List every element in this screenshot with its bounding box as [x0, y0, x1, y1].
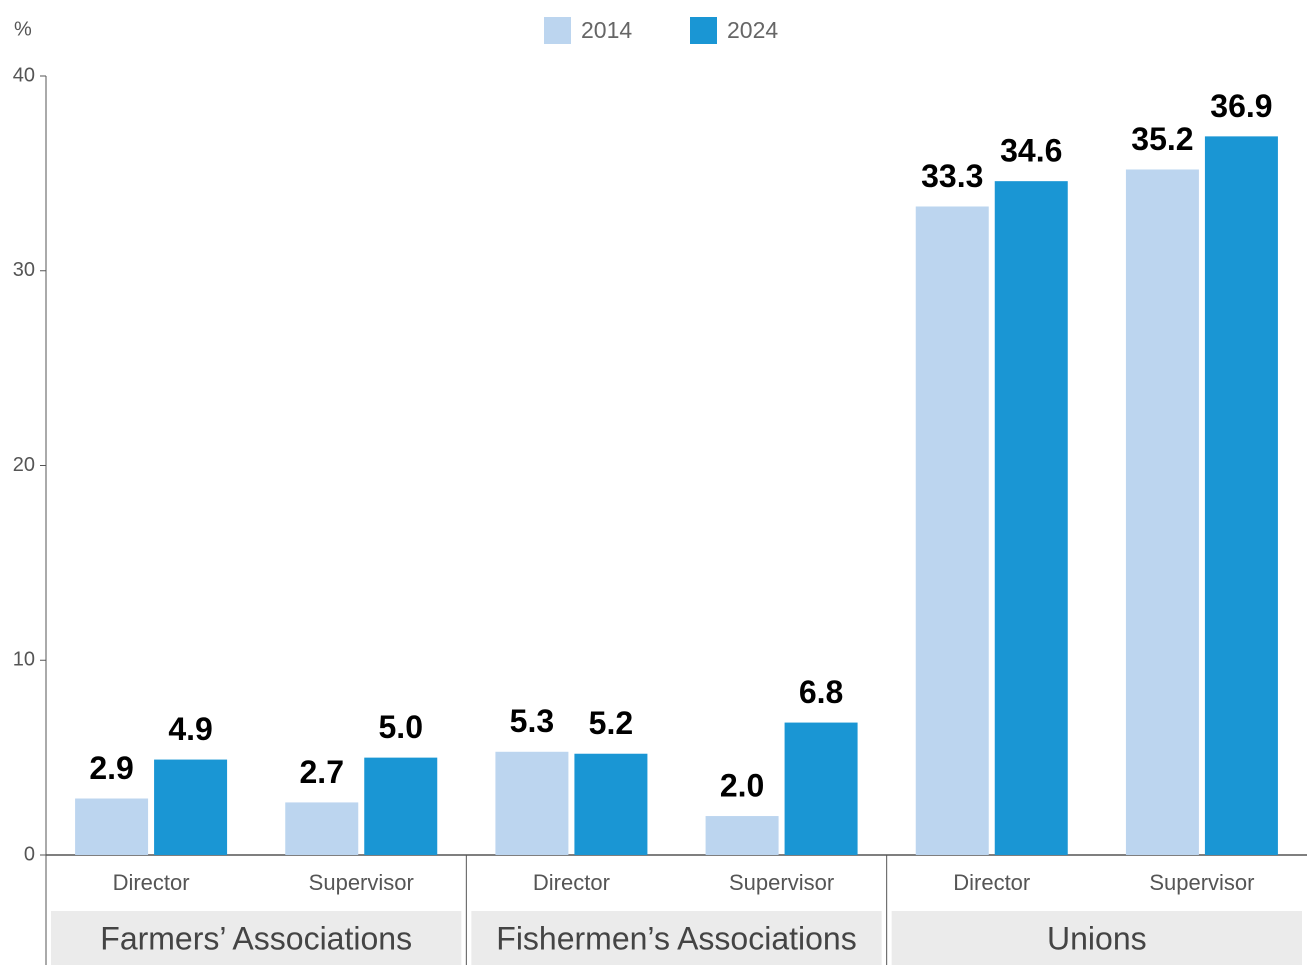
bar	[784, 722, 858, 855]
group-label: Unions	[1047, 920, 1147, 956]
x-tick-label: Supervisor	[1149, 870, 1254, 895]
value-label: 34.6	[1000, 133, 1062, 169]
bar	[994, 181, 1068, 856]
legend-swatch	[690, 17, 717, 44]
legend-swatch	[544, 17, 571, 44]
value-label: 4.9	[168, 711, 212, 747]
bar	[285, 802, 359, 855]
value-label: 2.7	[300, 754, 344, 790]
y-tick-label: 10	[13, 649, 35, 671]
value-label: 5.3	[510, 703, 554, 739]
bar	[915, 206, 989, 856]
value-label: 5.2	[589, 705, 633, 741]
legend-label: 2014	[581, 17, 632, 43]
y-tick-label: 20	[13, 454, 35, 476]
x-tick-label: Supervisor	[729, 870, 834, 895]
value-label: 5.0	[379, 709, 423, 745]
bar	[1125, 169, 1199, 856]
value-label: 36.9	[1210, 88, 1272, 124]
x-tick-label: Director	[953, 870, 1030, 895]
group-label: Fishermen’s Associations	[496, 920, 856, 956]
value-label: 35.2	[1131, 121, 1193, 157]
group-label-bg	[891, 911, 1302, 965]
value-label: 6.8	[799, 674, 843, 710]
group-label-bg	[51, 911, 462, 965]
legend-label: 2024	[727, 17, 778, 43]
y-tick-label: 40	[13, 64, 35, 86]
bar	[1204, 136, 1278, 855]
bar	[574, 753, 648, 855]
y-tick-label: 30	[13, 259, 35, 281]
y-axis-label: %	[14, 18, 32, 40]
value-label: 33.3	[921, 158, 983, 194]
bar	[495, 751, 569, 855]
x-tick-label: Supervisor	[309, 870, 414, 895]
bar	[705, 816, 779, 855]
y-tick-label: 0	[24, 843, 35, 865]
bar	[75, 798, 149, 855]
group-label: Farmers’ Associations	[100, 920, 412, 956]
group-label-bg	[471, 911, 882, 965]
x-tick-label: Director	[113, 870, 190, 895]
bar	[154, 759, 228, 855]
value-label: 2.9	[89, 750, 133, 786]
value-label: 2.0	[720, 768, 764, 804]
x-tick-label: Director	[533, 870, 610, 895]
bar	[364, 757, 438, 855]
